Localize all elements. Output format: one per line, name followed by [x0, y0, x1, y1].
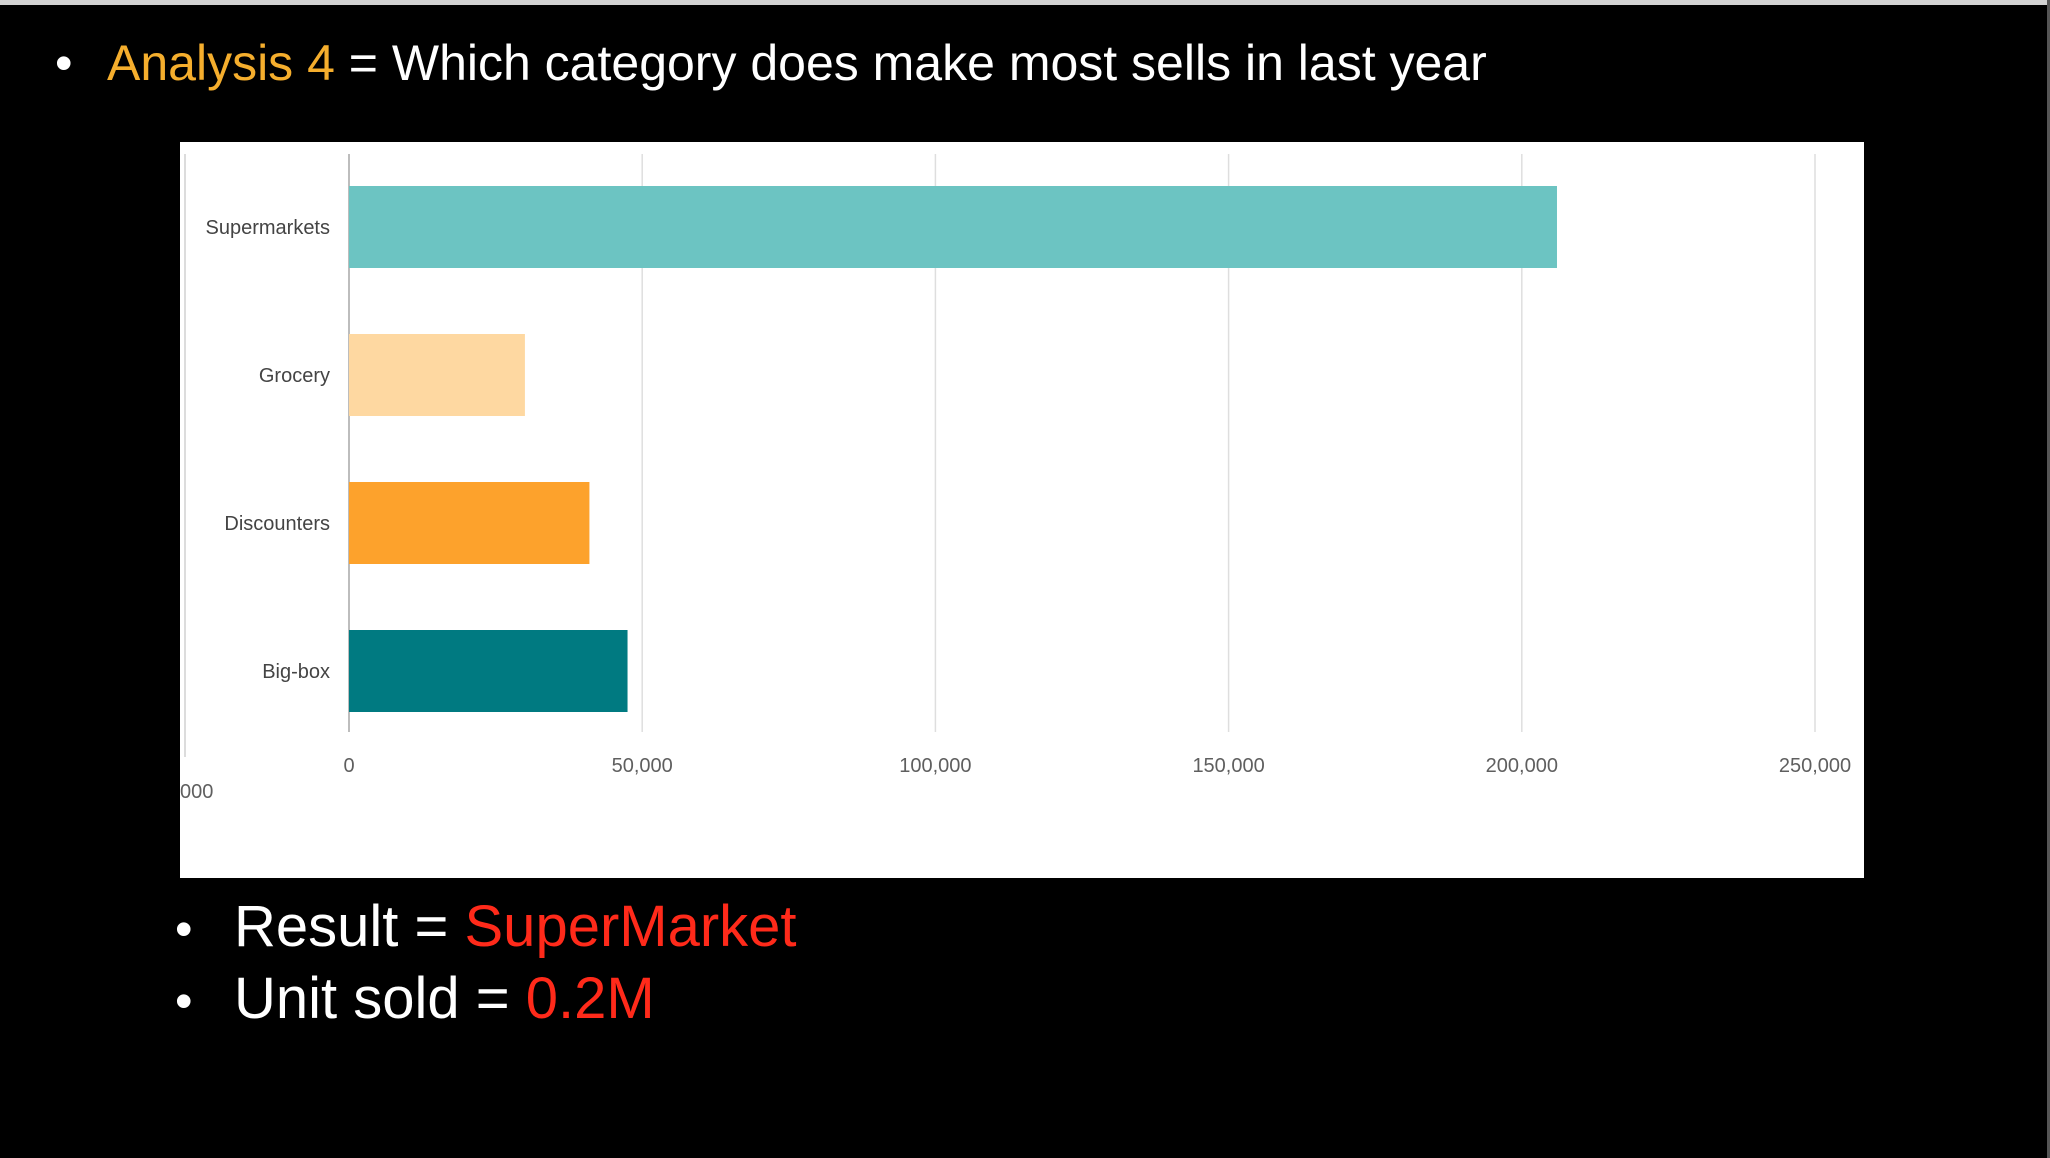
units-label: Unit sold = — [234, 966, 526, 1031]
x-tick-label-clipped: 000 — [180, 781, 213, 803]
result-list: • Result = SuperMarket • Unit sold = 0.2M — [175, 892, 797, 1036]
bullet-glyph: • — [175, 901, 193, 957]
bar — [349, 482, 590, 564]
bullet-glyph: • — [55, 35, 73, 91]
heading-question: = Which category does make most sells in… — [334, 35, 1487, 91]
units-line: • Unit sold = 0.2M — [175, 964, 797, 1036]
units-value: 0.2M — [525, 966, 655, 1031]
result-line: • Result = SuperMarket — [175, 892, 797, 964]
bar-chart: Supermarkets Grocery Discounters Big-box 0 5… — [180, 142, 1864, 878]
slide-heading: • Analysis 4 = Which category does make m… — [55, 30, 1487, 96]
bars — [349, 186, 1557, 712]
x-tick-label: 150,000 — [1192, 755, 1264, 777]
category-label: Supermarkets — [206, 217, 331, 239]
result-label: Result = — [234, 894, 465, 959]
category-label: Discounters — [224, 513, 330, 535]
heading-prefix: Analysis 4 — [107, 35, 335, 91]
x-tick-label: 0 — [343, 755, 354, 777]
window-top-strip — [0, 0, 2050, 5]
x-tick-label: 200,000 — [1486, 755, 1558, 777]
bullet-glyph: • — [175, 973, 193, 1029]
bar — [349, 630, 628, 712]
x-axis-tick-labels: 0 50,000 100,000 150,000 200,000 250,000 000 — [180, 755, 1851, 803]
category-label: Grocery — [259, 365, 330, 387]
x-tick-label: 100,000 — [899, 755, 971, 777]
bar — [349, 186, 1557, 268]
category-label: Big-box — [262, 661, 330, 683]
result-value: SuperMarket — [464, 894, 797, 959]
x-tick-label: 250,000 — [1779, 755, 1851, 777]
category-labels: Supermarkets Grocery Discounters Big-box — [206, 217, 331, 683]
bar — [349, 334, 525, 416]
bar-chart-svg: Supermarkets Grocery Discounters Big-box 0 5… — [180, 154, 1851, 803]
window-right-edge — [2047, 0, 2050, 1158]
x-tick-label: 50,000 — [612, 755, 673, 777]
